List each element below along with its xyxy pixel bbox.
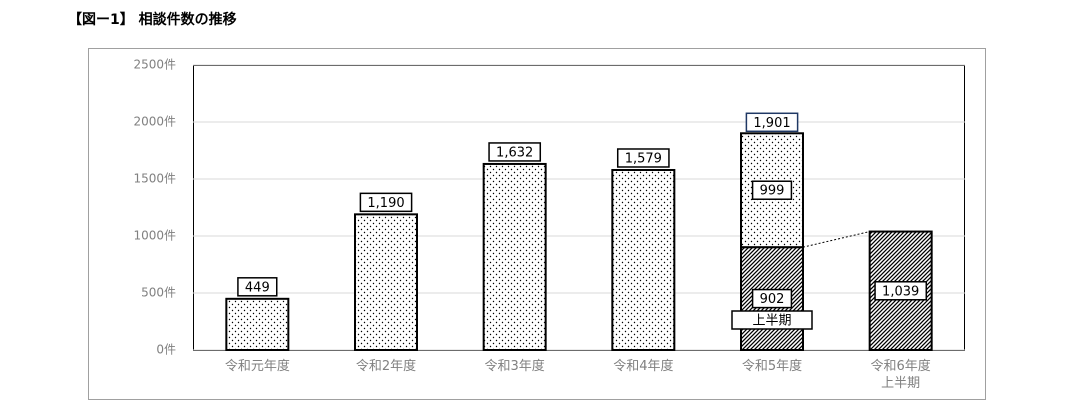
y-tick-label: 0件 [156, 343, 176, 357]
bar [354, 213, 418, 351]
series-label-group: 上半期 [731, 310, 813, 330]
y-tick-label: 2500件 [133, 58, 176, 72]
value-label-box [488, 142, 542, 162]
total-label-box [745, 112, 799, 133]
chart-frame [88, 48, 986, 400]
x-tick-label: 令和5年度 [741, 359, 803, 374]
x-tick-label: 令和2年度 [355, 359, 417, 374]
x-tick-label: 令和元年度 [224, 359, 290, 374]
bar [611, 168, 676, 351]
value-label: 999 [760, 184, 785, 199]
y-tick-label: 1000件 [133, 229, 176, 243]
x-tick-label: 令和6年度 上半期 [870, 359, 931, 391]
value-label-group: 1,039 [874, 281, 928, 301]
bar [482, 162, 547, 351]
y-tick-label: 500件 [141, 286, 176, 300]
value-label-box [874, 281, 928, 301]
value-label-group: 1,190 [359, 192, 413, 213]
y-tick-label: 2000件 [133, 115, 176, 129]
value-label-box [359, 192, 413, 213]
series-label: 上半期 [752, 314, 791, 329]
total-label-group: 1,901 [745, 112, 799, 133]
y-tick-label: 1500件 [133, 172, 176, 186]
value-label-box [751, 288, 793, 309]
connector-line [802, 231, 870, 248]
value-label: 1,579 [625, 151, 662, 166]
value-label-group: 449 [237, 277, 278, 297]
total-label: 1,901 [753, 116, 790, 131]
chart-title: 【図ー1】 相談件数の推移 [68, 11, 237, 28]
x-tick-label: 令和3年度 [484, 359, 545, 374]
bar [225, 297, 290, 351]
series-label-box [731, 310, 813, 330]
value-label-box [616, 148, 670, 168]
value-label: 1,190 [367, 196, 404, 211]
value-label-group: 902 [751, 288, 793, 309]
value-label-group: 999 [751, 180, 793, 200]
value-label: 449 [245, 280, 270, 295]
plot-area [193, 65, 965, 351]
value-label-group: 1,579 [616, 148, 670, 168]
value-label-group: 1,632 [488, 142, 542, 162]
value-label: 1,632 [496, 145, 533, 160]
value-label: 902 [760, 292, 785, 307]
value-label-box [237, 277, 278, 297]
value-label: 1,039 [882, 284, 919, 299]
value-label-box [751, 180, 793, 200]
x-tick-label: 令和4年度 [613, 359, 674, 374]
